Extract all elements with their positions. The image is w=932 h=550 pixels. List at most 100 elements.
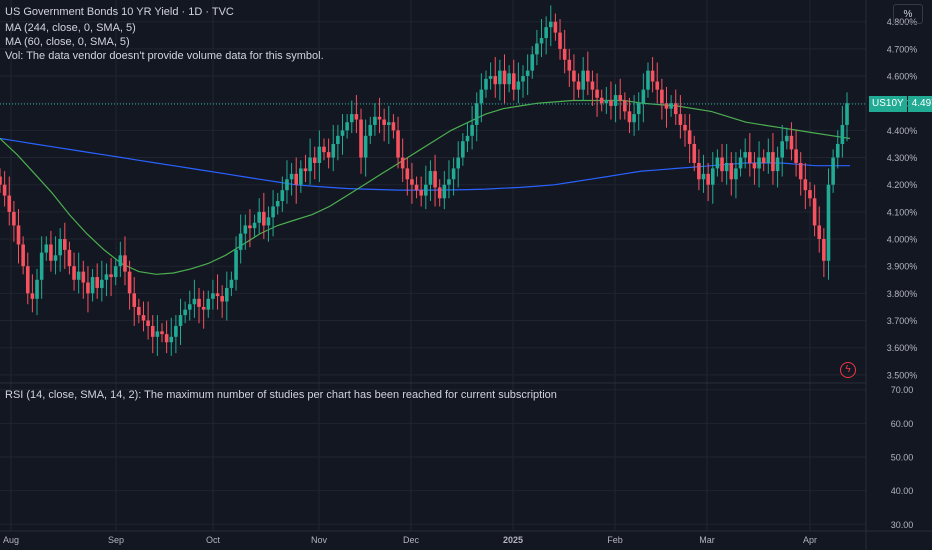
candle-body: [137, 306, 141, 316]
candle-body: [525, 70, 530, 77]
candle-body: [312, 157, 317, 163]
candle-body: [720, 157, 724, 172]
price-tick-label: 4.300%: [887, 153, 918, 163]
candle-body: [44, 244, 49, 253]
candle-body: [646, 70, 650, 90]
candle-body: [368, 124, 373, 136]
price-tick-label: 4.000%: [887, 235, 918, 245]
candle-body: [90, 277, 95, 294]
candle-body: [21, 244, 25, 267]
candle-body: [12, 211, 16, 226]
candle-body: [169, 336, 174, 343]
candle-body: [146, 320, 150, 326]
candle-body: [72, 266, 76, 280]
candle-body: [252, 222, 257, 229]
legend-ma-244[interactable]: MA (244, close, 0, SMA, 5): [5, 22, 136, 34]
lightning-icon[interactable]: ϟ: [840, 362, 856, 378]
candle-body: [303, 168, 308, 172]
candle-body: [67, 249, 72, 267]
candle-body: [160, 331, 164, 335]
candle-body: [410, 179, 414, 185]
candle-body: [289, 173, 294, 180]
candle-body: [817, 225, 822, 240]
candle-body: [7, 195, 12, 212]
candle-body: [840, 124, 845, 144]
rsi-tick-label: 60.00: [891, 419, 914, 429]
time-axis[interactable]: Aug Sep Oct Nov Dec 2025 Feb Mar Apr: [3, 535, 817, 545]
candle-body: [710, 168, 715, 185]
candle-body: [39, 252, 44, 280]
candle-body: [743, 152, 747, 158]
candle-body: [511, 73, 516, 90]
rsi-axis[interactable]: 70.00 60.00 50.00 40.00 30.00: [891, 385, 914, 530]
candle-body: [544, 27, 548, 39]
candle-body: [271, 206, 275, 218]
candle-body: [789, 135, 794, 150]
candle-body: [479, 89, 484, 104]
candle-body: [377, 116, 382, 120]
candle-body: [687, 130, 692, 144]
candle-body: [752, 162, 757, 169]
candle-body: [655, 81, 660, 90]
candle-body: [623, 100, 627, 112]
candle-body: [53, 255, 58, 261]
rsi-tick-label: 40.00: [891, 486, 914, 496]
time-tick-label: Nov: [311, 535, 328, 545]
candle-body: [86, 282, 90, 294]
candle-body: [498, 70, 502, 85]
candle-body: [391, 122, 396, 131]
candle-body: [576, 81, 581, 90]
candle-body: [104, 274, 109, 280]
candle-body: [826, 184, 831, 261]
candle-body: [238, 233, 243, 250]
candle-body: [201, 306, 206, 310]
candle-body: [437, 187, 442, 199]
candle-body: [206, 298, 211, 310]
ma-60-line: [0, 99, 851, 275]
candle-body: [266, 217, 271, 226]
candle-body: [132, 293, 137, 307]
candle-body: [164, 334, 169, 343]
candle-body: [521, 76, 525, 82]
candle-body: [493, 76, 498, 85]
candle-body: [0, 176, 2, 185]
candle-body: [470, 124, 474, 136]
candle-body: [780, 141, 785, 158]
candle-body: [2, 184, 7, 196]
chart-title[interactable]: US Government Bonds 10 YR Yield · 1D · T…: [5, 6, 234, 18]
candle-body: [109, 274, 113, 278]
candle-body: [62, 239, 67, 250]
candle-body: [586, 70, 590, 82]
candle-body: [35, 279, 39, 299]
candle-body: [785, 135, 789, 142]
last-price-symbol: US10Y: [869, 96, 907, 113]
candle-body: [16, 225, 21, 245]
candle-body: [664, 103, 669, 109]
candle-body: [349, 114, 354, 123]
candle-body: [567, 59, 572, 71]
time-tick-label: Aug: [3, 535, 19, 545]
candle-body: [465, 135, 470, 142]
price-tick-label: 4.200%: [887, 180, 918, 190]
unit-toggle-button[interactable]: %: [893, 4, 923, 24]
price-tick-label: 4.100%: [887, 207, 918, 217]
candle-body: [683, 124, 687, 131]
candle-body: [590, 81, 595, 90]
candle-body: [650, 70, 655, 82]
candle-body: [340, 130, 345, 136]
candle-body: [414, 184, 419, 191]
candle-body: [572, 70, 576, 82]
candle-body: [660, 89, 664, 104]
candle-body: [803, 179, 808, 191]
candle-body: [243, 225, 248, 234]
time-tick-label: Mar: [699, 535, 715, 545]
candle-body: [30, 293, 35, 299]
legend-ma-60[interactable]: MA (60, close, 0, SMA, 5): [5, 36, 130, 48]
candle-body: [229, 279, 234, 288]
candle-body: [835, 143, 840, 158]
price-tick-label: 4.400%: [887, 126, 918, 136]
candle-body: [123, 255, 127, 272]
price-tick-label: 3.600%: [887, 343, 918, 353]
